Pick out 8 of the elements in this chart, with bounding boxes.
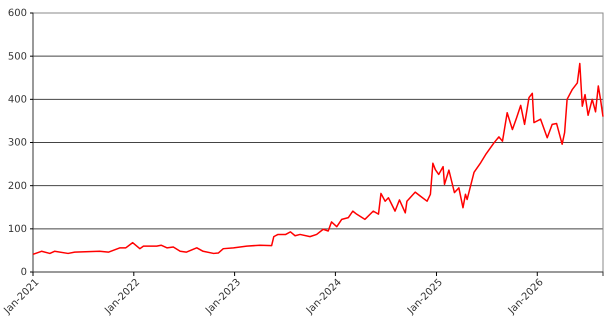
y-tick-label: 600 bbox=[8, 8, 27, 20]
y-tick-label: 300 bbox=[8, 138, 27, 149]
y-tick-label: 400 bbox=[8, 94, 27, 106]
y-tick-label: 0 bbox=[20, 267, 27, 278]
y-tick-label: 500 bbox=[8, 51, 27, 62]
y-tick-label: 200 bbox=[8, 180, 27, 192]
line-series bbox=[32, 62, 604, 256]
y-tick-label: 100 bbox=[8, 224, 27, 236]
